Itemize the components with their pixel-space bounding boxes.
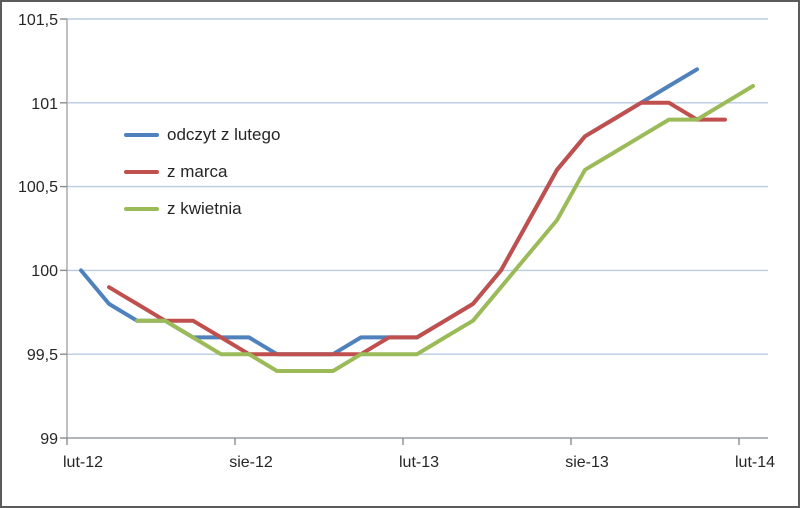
x-axis-label: lut-13 [398,454,440,471]
series-line-3 [135,84,755,373]
x-axis-label: lut-14 [734,454,776,471]
legend-swatch-line-icon [124,169,159,174]
legend-swatch-line-icon [124,206,159,211]
chart-legend: odczyt z lutego z marca z kwietnia [124,116,280,227]
x-axis-label: sie-12 [229,454,273,471]
y-axis-label: 99,5 [26,347,58,364]
series-line-2 [107,100,727,357]
legend-item: z marca [124,153,280,190]
y-axis-label: 101 [31,96,58,113]
legend-label: odczyt z lutego [167,124,281,144]
y-axis-label: 100 [31,263,58,280]
legend-swatch-line-icon [124,132,159,137]
x-axis-label: sie-13 [565,454,609,471]
legend-item: z kwietnia [124,190,280,227]
y-axis-label: 100,5 [17,179,58,196]
legend-label: z kwietnia [167,198,242,218]
x-axis-label: lut-12 [62,454,104,471]
y-axis-label: 101,5 [17,12,58,29]
y-axis-label: 99 [40,431,58,448]
legend-label: z marca [167,161,228,181]
legend-item: odczyt z lutego [124,116,280,153]
